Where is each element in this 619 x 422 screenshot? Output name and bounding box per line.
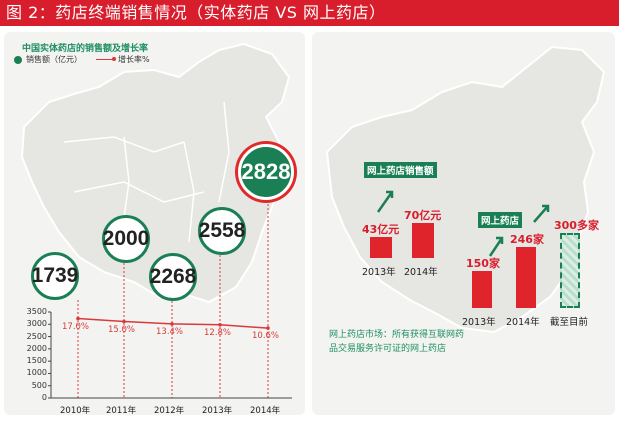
online-store-value: 300多家 xyxy=(554,219,599,232)
legend-growth-label: 增长率% xyxy=(118,55,150,64)
page-title: 图 2：药店终端销售情况（实体药店 VS 网上药店） xyxy=(0,0,619,26)
y-tick-label: 2000 xyxy=(26,343,47,353)
y-tick-label: 2500 xyxy=(26,331,47,341)
growth-rate-point xyxy=(266,326,270,330)
online-sales-title: 网上药店销售额 xyxy=(364,162,437,178)
x-tick-label: 2013年 xyxy=(202,406,233,415)
online-store-category: 2014年 xyxy=(506,317,540,328)
online-store-value: 246家 xyxy=(510,232,544,246)
legend-sales-label: 销售额（亿元） xyxy=(26,55,82,64)
online-sales-value: 70亿元 xyxy=(404,209,442,222)
sales-bubble-2010年: 1739 xyxy=(31,252,79,300)
online-sales-bar xyxy=(412,223,434,258)
growth-rate-label: 12.8% xyxy=(204,327,232,338)
online-store-bar xyxy=(516,246,536,308)
growth-rate-label: 17.0% xyxy=(62,321,90,332)
sales-bubble-2014年: 2828 xyxy=(238,144,294,200)
trend-arrows xyxy=(376,190,550,257)
growth-rate-label: 15.0% xyxy=(108,324,136,335)
growth-rate-point xyxy=(218,323,222,327)
left-chart-lines xyxy=(48,200,292,399)
online-store-bar xyxy=(472,270,492,308)
x-tick-label: 2014年 xyxy=(250,406,281,415)
sales-bubble-2011年: 2000 xyxy=(102,215,150,263)
y-tick-label: 1000 xyxy=(26,368,47,378)
online-pharmacy-note: 网上药店市场：所有获得互联网药品交易服务许可证的网上药店 xyxy=(329,330,465,354)
legend-growth-marker xyxy=(96,56,116,61)
online-sales-bar xyxy=(370,236,392,258)
y-tick-label: 500 xyxy=(31,380,47,390)
x-tick-label: 2012年 xyxy=(154,406,185,415)
online-pharmacy-panel: 网上药店销售额 网上药店 43亿元 2013年 70亿元 2014年 150家 2013… xyxy=(312,32,615,415)
growth-rate-point xyxy=(122,319,126,324)
x-tick-label: 2011年 xyxy=(106,406,137,415)
growth-rate-point xyxy=(170,322,174,326)
growth-rate-point xyxy=(76,316,80,321)
online-sales-value: 43亿元 xyxy=(362,222,400,236)
online-store-category: 截至目前 xyxy=(550,317,589,328)
legend: 销售额（亿元） 增长率% xyxy=(14,54,150,65)
online-sales-category: 2013年 xyxy=(362,267,396,278)
stores-arrow-icon-2 xyxy=(533,204,550,223)
growth-rate-label: 13.4% xyxy=(156,326,184,337)
stores-arrow-icon-1 xyxy=(488,236,504,257)
sales-bubble-2012年: 2268 xyxy=(149,253,197,301)
online-store-category: 2013年 xyxy=(462,317,496,328)
chart-title: 中国实体药店的销售额及增长率 xyxy=(22,44,149,54)
y-tick-label: 1500 xyxy=(26,356,47,366)
online-store-bar xyxy=(560,233,580,308)
y-tick-label: 3000 xyxy=(26,319,47,329)
online-stores-title: 网上药店 xyxy=(478,212,523,228)
growth-rate-label: 10.6% xyxy=(252,331,280,342)
y-tick-label: 0 xyxy=(41,393,47,402)
sales-arrow-icon xyxy=(376,190,394,213)
online-sales-category: 2014年 xyxy=(404,267,438,278)
x-tick-label: 2010年 xyxy=(60,406,91,415)
y-tick-label: 3500 xyxy=(26,307,47,316)
legend-sales-marker xyxy=(14,55,22,64)
physical-pharmacy-panel: 中国实体药店的销售额及增长率 销售额（亿元） 增长率% 1739 2000 2268… xyxy=(4,32,305,415)
online-store-value: 150家 xyxy=(466,256,500,270)
sales-bubble-2013年: 2558 xyxy=(198,207,246,255)
